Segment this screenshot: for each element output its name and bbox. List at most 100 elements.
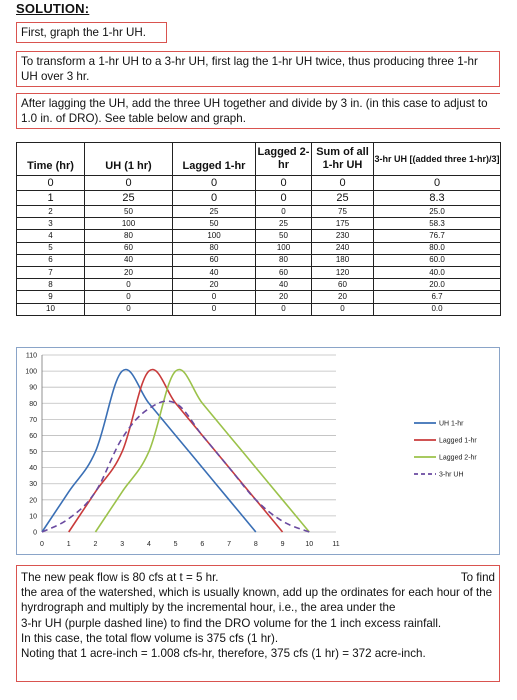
x-tick-label: 1 xyxy=(67,541,71,548)
y-tick-label: 100 xyxy=(25,369,37,376)
y-tick-label: 40 xyxy=(29,465,37,472)
cell-uh: 0 xyxy=(84,278,173,292)
col-header-sum: Sum of all 1-hr UH xyxy=(311,142,374,176)
cell-3hr-uh: 25.0 xyxy=(373,204,501,219)
cell-3hr-uh: 6.7 xyxy=(373,290,501,304)
note-total-volume: In this case, the total flow volume is 3… xyxy=(21,631,279,645)
cell-uh: 0 xyxy=(84,290,173,304)
legend-label: Lagged 1-hr xyxy=(439,438,477,445)
y-tick-label: 60 xyxy=(29,433,37,440)
x-tick-label: 5 xyxy=(174,541,178,548)
note-watershed-area: the area of the watershed, which is usua… xyxy=(21,586,493,615)
note-peak-flow: The new peak flow is 80 cfs at t = 5 hr. xyxy=(21,571,219,584)
cell-lagged-2: 20 xyxy=(255,290,312,304)
cell-time: 7 xyxy=(16,265,85,280)
x-tick-label: 10 xyxy=(305,541,313,548)
cell-uh: 25 xyxy=(84,190,173,206)
cell-time: 0 xyxy=(16,175,85,191)
cell-lagged-1: 100 xyxy=(172,229,256,243)
cell-uh: 20 xyxy=(84,265,173,280)
series-line-lagged-2-hr xyxy=(94,368,310,533)
step-add-underline xyxy=(16,128,500,129)
cell-lagged-1: 0 xyxy=(172,175,256,191)
cell-sum: 0 xyxy=(311,175,374,191)
cell-uh: 100 xyxy=(84,217,173,231)
col-header-uh: UH (1 hr) xyxy=(84,142,173,176)
solution-heading: SOLUTION: xyxy=(16,1,90,16)
col-header-time: Time (hr) xyxy=(16,142,85,176)
cell-time: 8 xyxy=(16,278,85,292)
cell-uh: 0 xyxy=(84,175,173,191)
cell-sum: 180 xyxy=(311,253,374,267)
col-header-lagged-1: Lagged 1-hr xyxy=(172,142,256,176)
cell-uh: 0 xyxy=(84,302,173,316)
result-note-box: The new peak flow is 80 cfs at t = 5 hr.… xyxy=(16,565,500,682)
series-line-3-hr-uh xyxy=(41,400,310,533)
table-row: 9 0 0 20 20 6.7 xyxy=(16,290,501,304)
cell-3hr-uh: 76.7 xyxy=(373,229,501,243)
cell-lagged-2: 25 xyxy=(255,217,312,231)
x-tick-label: 0 xyxy=(40,541,44,548)
cell-time: 1 xyxy=(16,190,85,206)
cell-sum: 175 xyxy=(311,217,374,231)
legend-label: UH 1-hr xyxy=(439,421,464,428)
cell-time: 5 xyxy=(16,241,85,255)
legend-label: 3-hr UH xyxy=(439,472,464,479)
x-tick-label: 6 xyxy=(200,541,204,548)
x-tick-label: 2 xyxy=(94,541,98,548)
step-graph-box: First, graph the 1-hr UH. xyxy=(16,22,167,43)
table-row: 8 0 20 40 60 20.0 xyxy=(16,278,501,292)
step-lag-text: To transform a 1-hr UH to a 3-hr UH, fir… xyxy=(21,55,478,83)
cell-lagged-1: 25 xyxy=(172,204,256,219)
cell-lagged-1: 50 xyxy=(172,217,256,231)
cell-time: 10 xyxy=(16,302,85,316)
col-header-3hr-uh: 3-hr UH [(added three 1-hr)/3] xyxy=(373,142,501,176)
x-tick-label: 7 xyxy=(227,541,231,548)
cell-lagged-2: 40 xyxy=(255,278,312,292)
cell-3hr-uh: 8.3 xyxy=(373,190,501,206)
chart-frame xyxy=(16,347,500,555)
cell-time: 4 xyxy=(16,229,85,243)
cell-lagged-2: 100 xyxy=(255,241,312,255)
y-tick-label: 80 xyxy=(29,401,37,408)
table-row: 7 20 40 60 120 40.0 xyxy=(16,265,501,280)
step-lag-box: To transform a 1-hr UH to a 3-hr UH, fir… xyxy=(16,51,500,87)
unit-hydrograph-table: Time (hr) UH (1 hr) Lagged 1-hr Lagged 2… xyxy=(16,142,501,316)
y-tick-label: 0 xyxy=(33,530,37,537)
cell-lagged-2: 0 xyxy=(255,204,312,219)
cell-lagged-1: 40 xyxy=(172,265,256,280)
x-tick-label: 4 xyxy=(147,541,151,548)
cell-lagged-1: 60 xyxy=(172,253,256,267)
cell-lagged-1: 0 xyxy=(172,290,256,304)
cell-lagged-2: 80 xyxy=(255,253,312,267)
cell-time: 2 xyxy=(16,204,85,219)
note-to-find: To find xyxy=(460,571,495,584)
y-tick-label: 30 xyxy=(29,481,37,488)
y-tick-label: 50 xyxy=(29,449,37,456)
cell-3hr-uh: 0.0 xyxy=(373,302,501,316)
step-graph-text: First, graph the 1-hr UH. xyxy=(21,26,146,39)
table-row: 3 100 50 25 175 58.3 xyxy=(16,217,501,231)
y-tick-label: 20 xyxy=(29,497,37,504)
y-tick-label: 10 xyxy=(29,513,37,520)
cell-3hr-uh: 60.0 xyxy=(373,253,501,267)
x-tick-label: 3 xyxy=(120,541,124,548)
col-header-lagged-2: Lagged 2-hr xyxy=(255,142,312,176)
step-add-text: After lagging the UH, add the three UH t… xyxy=(21,97,488,125)
cell-sum: 120 xyxy=(311,265,374,280)
cell-lagged-1: 0 xyxy=(172,302,256,316)
series-line-uh-1-hr xyxy=(41,368,257,533)
table-row: 4 80 100 50 230 76.7 xyxy=(16,229,501,243)
note-dro-volume: 3-hr UH (purple dashed line) to find the… xyxy=(21,616,442,630)
cell-uh: 60 xyxy=(84,241,173,255)
cell-sum: 75 xyxy=(311,204,374,219)
cell-sum: 240 xyxy=(311,241,374,255)
cell-3hr-uh: 20.0 xyxy=(373,278,501,292)
cell-lagged-2: 0 xyxy=(255,302,312,316)
cell-sum: 25 xyxy=(311,190,374,206)
cell-lagged-1: 0 xyxy=(172,190,256,206)
cell-sum: 60 xyxy=(311,278,374,292)
cell-lagged-1: 80 xyxy=(172,241,256,255)
cell-lagged-2: 50 xyxy=(255,229,312,243)
